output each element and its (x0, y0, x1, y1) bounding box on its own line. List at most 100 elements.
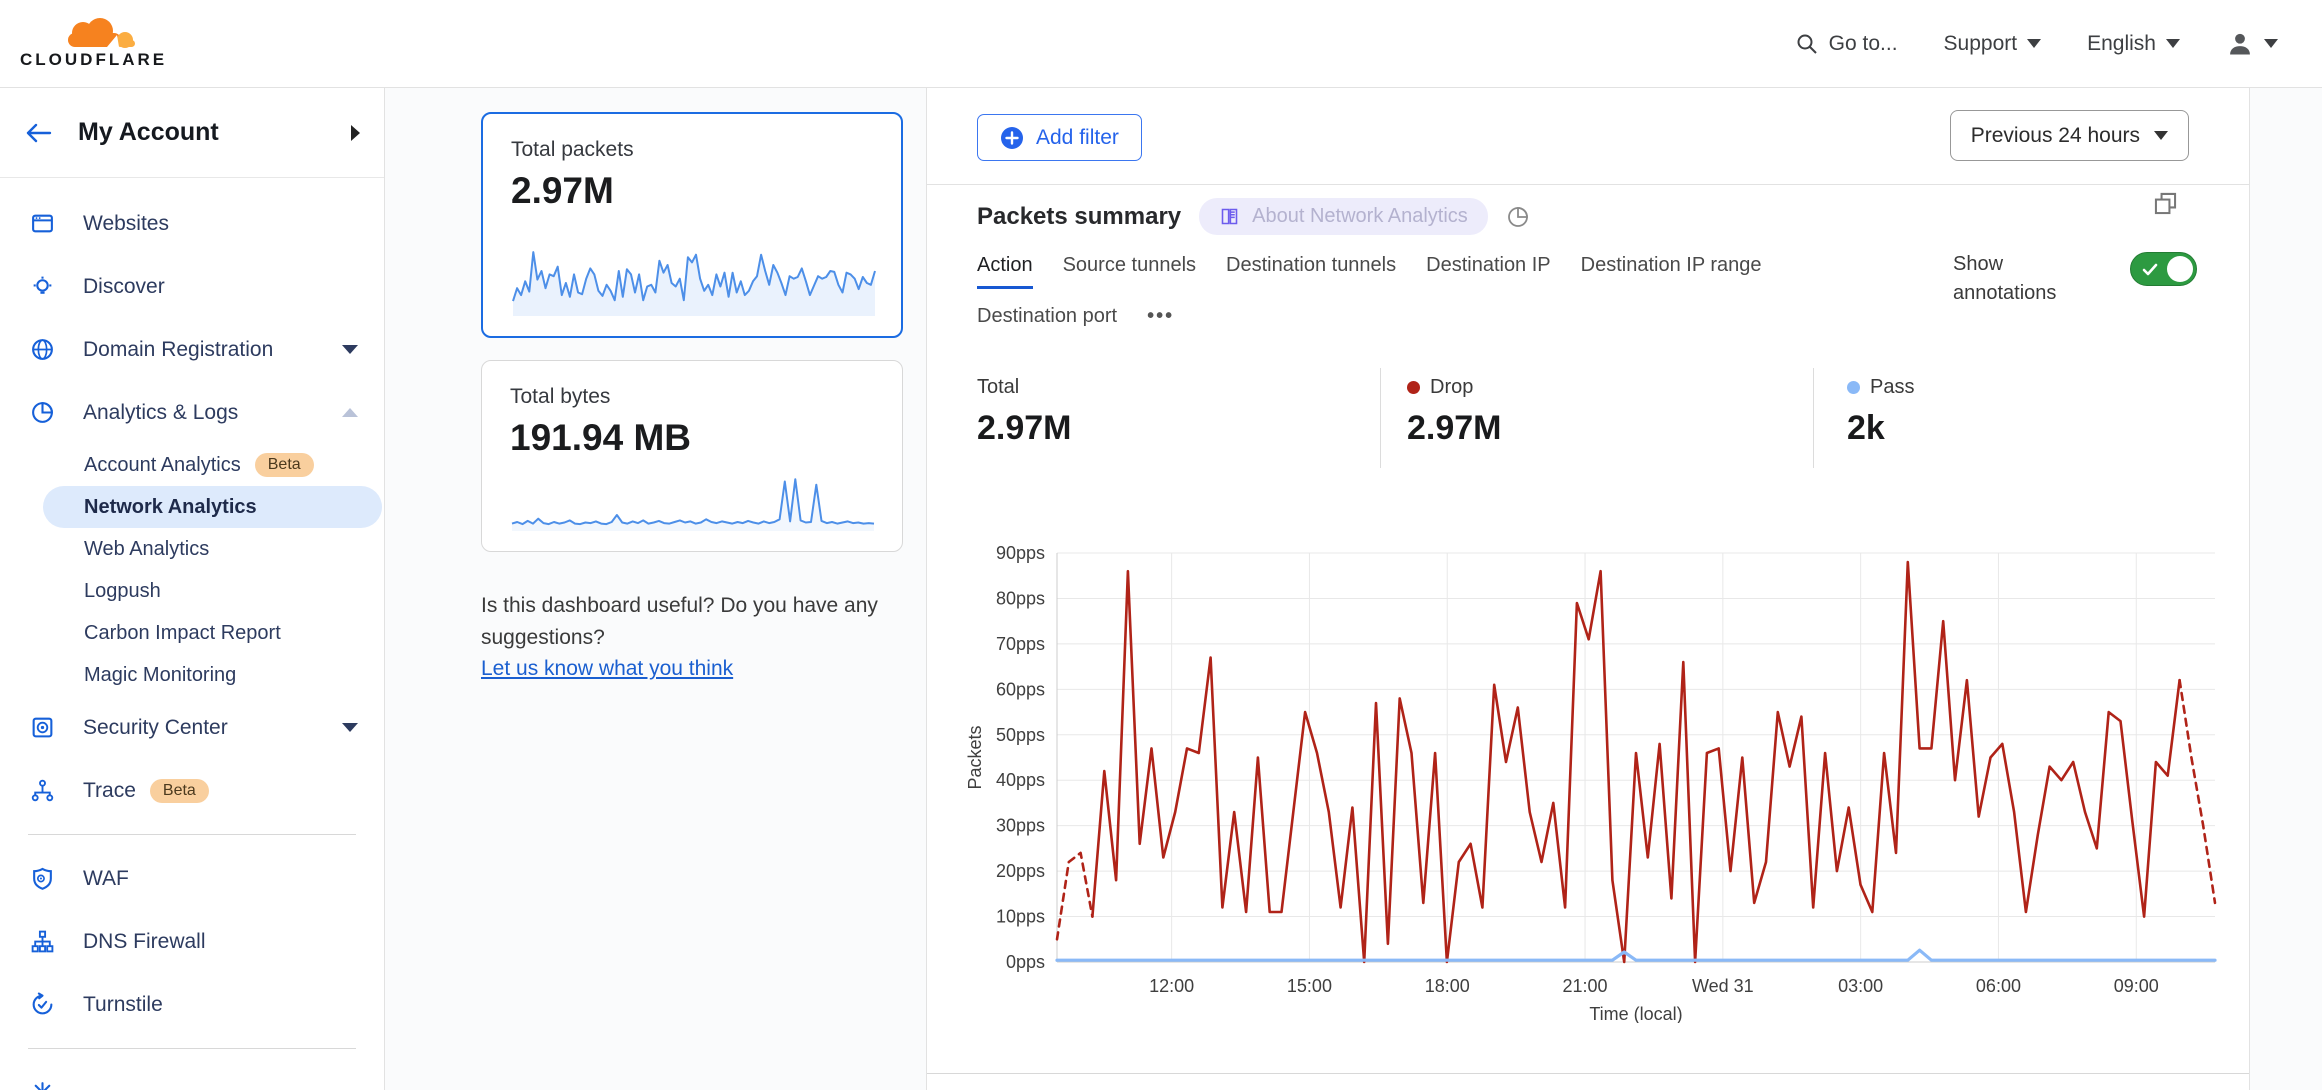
sidebar-nav: Websites Discover Domain Registration (0, 192, 384, 1090)
total-bytes-value: 191.94 MB (510, 417, 691, 458)
sidebar-item-logpush[interactable]: Logpush (0, 570, 384, 612)
filter-row: Add filter Previous 24 hours (927, 88, 2249, 185)
sidebar-divider (28, 1048, 356, 1049)
stat-drop-value: 2.97M (1407, 409, 1502, 447)
sidebar-item-label: WAF (83, 866, 129, 890)
top-nav-right: Go to... Support English (1795, 30, 2278, 58)
sidebar-item-discover[interactable]: Discover (0, 255, 384, 318)
about-network-analytics-badge[interactable]: About Network Analytics (1199, 198, 1488, 235)
sidebar-item-dns-firewall[interactable]: DNS Firewall (0, 910, 384, 973)
sidebar-item-trace[interactable]: Trace Beta (0, 759, 384, 822)
stat-total-label: Total (977, 376, 1020, 398)
tab-destination-tunnels[interactable]: Destination tunnels (1226, 254, 1397, 276)
sidebar-item-web-analytics[interactable]: Web Analytics (0, 528, 384, 570)
sidebar-item-clipped[interactable] (0, 1061, 384, 1090)
plus-circle-icon (1001, 126, 1023, 149)
tab-source-tunnels[interactable]: Source tunnels (1062, 254, 1197, 276)
top-nav: CLOUDFLARE Go to... Support English (0, 0, 2322, 88)
expand-icon (2154, 192, 2177, 215)
sidebar-item-label: Logpush (84, 579, 161, 602)
svg-text:0pps: 0pps (1006, 952, 1045, 972)
stat-total: Total 2.97M (927, 368, 1380, 468)
time-range-label: Previous 24 hours (1970, 123, 2140, 147)
beta-badge: Beta (149, 778, 209, 803)
sidebar-item-websites[interactable]: Websites (0, 192, 384, 255)
svg-text:06:00: 06:00 (1976, 976, 2021, 996)
cloudflare-cloud-icon (67, 17, 135, 48)
browser-icon (32, 214, 53, 233)
back-arrow-icon[interactable] (24, 121, 52, 145)
stat-pass-label: Pass (1870, 376, 1915, 398)
show-annotations-label: Show annotations (1953, 253, 2057, 304)
sidebar-item-domain-registration[interactable]: Domain Registration (0, 318, 384, 381)
refresh-check-icon (32, 992, 53, 1015)
sidebar-item-label: Turnstile (83, 992, 163, 1016)
more-tabs-button[interactable]: ••• (1147, 305, 1175, 327)
sparkle-icon (34, 1082, 51, 1090)
total-bytes-card[interactable]: Total bytes 191.94 MB (481, 360, 903, 552)
section-title: Packets summary (977, 202, 1182, 230)
chevron-up-icon (342, 408, 358, 417)
svg-text:Wed 31: Wed 31 (1692, 976, 1754, 996)
cloudflare-wordmark: CLOUDFLARE (20, 49, 168, 69)
stat-drop-label: Drop (1430, 376, 1474, 398)
pass-legend-dot (1847, 381, 1860, 394)
tab-destination-port[interactable]: Destination port (977, 305, 1118, 327)
shield-gear-icon (33, 867, 52, 890)
sidebar-item-account-analytics[interactable]: Account Analytics Beta (0, 444, 384, 486)
packets-summary-chart[interactable]: 0pps 10pps 20pps 30pps 40pps 50pps 60pps 70pps 8… (957, 538, 2217, 1023)
sidebar-item-label: Carbon Impact Report (84, 621, 281, 644)
svg-text:Time (local): Time (local) (1589, 1004, 1682, 1023)
sidebar-item-label: Web Analytics (84, 537, 210, 560)
chevron-down-icon (2166, 39, 2180, 48)
tab-action[interactable]: Action (977, 254, 1033, 289)
sidebar-item-label: Account Analytics (84, 453, 241, 476)
globe-icon (32, 339, 53, 360)
svg-text:30pps: 30pps (996, 816, 1045, 836)
sidebar-item-analytics-logs[interactable]: Analytics & Logs (0, 381, 384, 444)
drop-legend-dot (1407, 381, 1420, 394)
pie-chart-icon (32, 402, 53, 423)
total-packets-card[interactable]: Total packets 2.97M (481, 112, 903, 338)
network-analytics-panel: Add filter Previous 24 hours Packets sum… (926, 88, 2250, 1090)
expand-panel-button[interactable] (2152, 190, 2179, 217)
sidebar-divider (28, 834, 356, 835)
support-menu[interactable]: Support (1944, 32, 2042, 56)
svg-text:21:00: 21:00 (1563, 976, 1608, 996)
sidebar-item-label: Websites (83, 211, 169, 235)
sidebar-item-carbon-impact-report[interactable]: Carbon Impact Report (0, 612, 384, 654)
profile-menu[interactable] (2226, 30, 2278, 58)
sidebar-item-security-center[interactable]: Security Center (0, 696, 384, 759)
sidebar-item-magic-monitoring[interactable]: Magic Monitoring (0, 654, 384, 696)
book-icon (1221, 208, 1238, 225)
show-annotations-toggle[interactable] (2130, 252, 2197, 286)
goto-search[interactable]: Go to... (1795, 32, 1898, 56)
sidebar-item-waf[interactable]: WAF (0, 847, 384, 910)
stat-pass-value: 2k (1847, 409, 1885, 447)
data-pie-icon[interactable] (1506, 205, 1530, 229)
section-header: Packets summary About Network Analytics (977, 198, 1530, 235)
goto-label: Go to... (1828, 31, 1898, 55)
svg-text:03:00: 03:00 (1838, 976, 1883, 996)
toggle-knob (2167, 256, 2193, 282)
svg-text:80pps: 80pps (996, 588, 1045, 608)
sidebar-item-network-analytics[interactable]: Network Analytics (43, 486, 382, 528)
time-range-dropdown[interactable]: Previous 24 hours (1949, 110, 2189, 161)
total-packets-sparkline (512, 251, 876, 316)
svg-text:60pps: 60pps (996, 679, 1045, 699)
sidebar-item-turnstile[interactable]: Turnstile (0, 973, 384, 1036)
stat-drop[interactable]: Drop 2.97M (1380, 368, 1813, 468)
stat-pass[interactable]: Pass 2k (1813, 368, 2249, 468)
sidebar-item-label: Network Analytics (84, 495, 257, 518)
language-menu[interactable]: English (2087, 32, 2180, 56)
cloudflare-logo[interactable]: CLOUDFLARE (20, 17, 168, 70)
chevron-right-icon[interactable] (351, 124, 360, 141)
feedback-link[interactable]: Let us know what you think (481, 657, 734, 680)
trace-icon (31, 779, 54, 802)
add-filter-button[interactable]: Add filter (977, 114, 1142, 161)
language-label: English (2087, 31, 2156, 55)
tab-destination-ip-range[interactable]: Destination IP range (1580, 254, 1762, 276)
svg-text:Packets: Packets (965, 725, 985, 789)
tab-destination-ip[interactable]: Destination IP (1426, 254, 1551, 276)
summary-cards: Total packets 2.97M Total bytes 191.94 M… (481, 112, 911, 685)
